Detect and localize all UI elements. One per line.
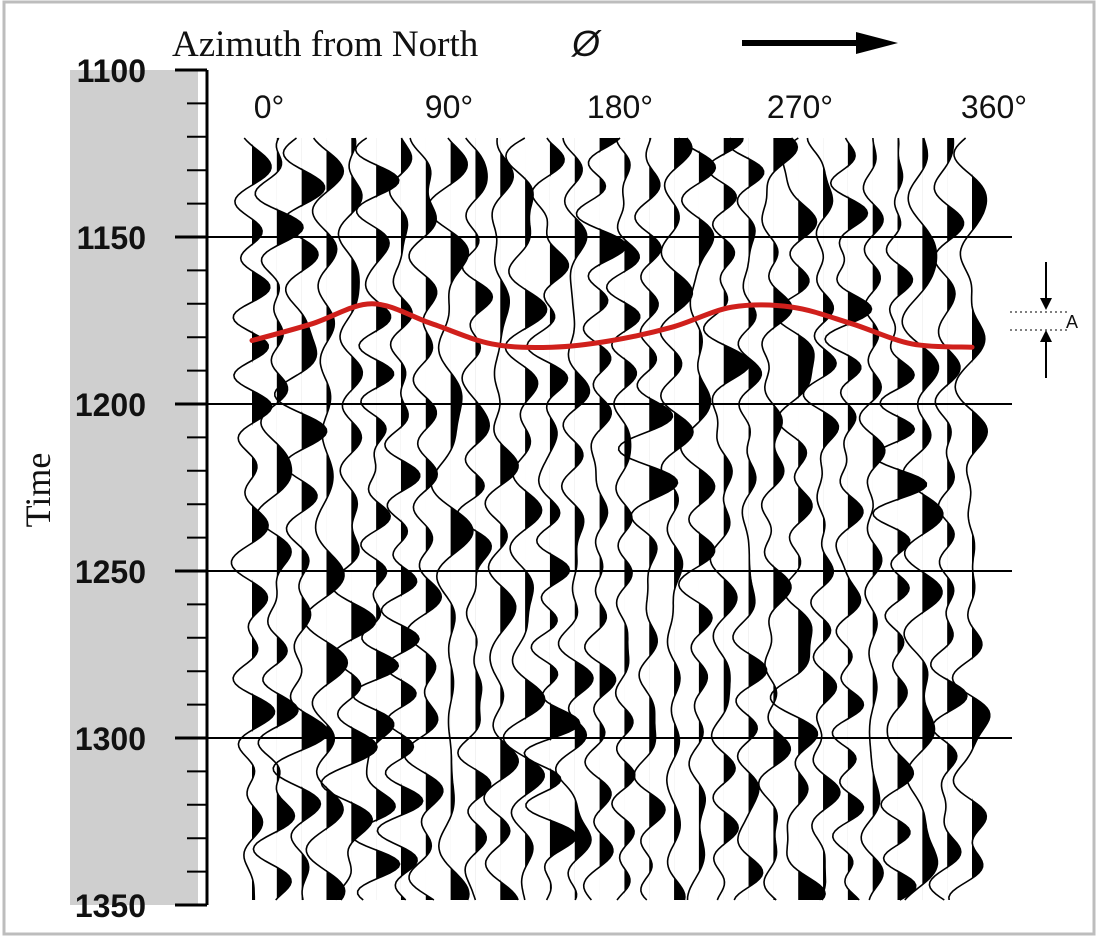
title-phi-symbol: Ø <box>571 23 602 64</box>
y-tick-label: 1100 <box>77 53 146 89</box>
seismic-trace <box>757 137 799 901</box>
seismic-trace <box>303 137 349 901</box>
seismic-trace <box>901 137 944 901</box>
time-gridlines <box>207 236 1012 739</box>
seismic-trace <box>928 137 968 901</box>
picked-horizon-line <box>249 301 975 350</box>
seismic-trace <box>948 137 991 901</box>
seismic-trace <box>502 137 548 901</box>
y-tick-label: 1150 <box>77 220 146 256</box>
x-tick-label: 270° <box>767 89 833 125</box>
seismic-trace <box>376 137 424 901</box>
y-axis-label: Time <box>18 453 58 528</box>
seismic-trace <box>727 137 768 901</box>
x-tick-label: 180° <box>587 89 653 125</box>
seismic-trace <box>702 137 751 901</box>
y-tick-label: 1300 <box>75 721 146 757</box>
seismic-trace <box>802 137 841 901</box>
time-shift-marker: A <box>1010 262 1078 378</box>
seismic-trace <box>617 137 679 901</box>
x-tick-label: 90° <box>425 89 473 125</box>
seismic-trace <box>426 137 474 901</box>
seismic-trace <box>659 137 694 901</box>
seismic-trace <box>272 137 329 901</box>
right-arrow-icon <box>742 32 898 54</box>
seismic-trace <box>403 137 444 901</box>
chart-title: Azimuth from North <box>172 24 479 65</box>
seismic-trace <box>230 137 276 900</box>
marker-label-a: A <box>1066 312 1078 332</box>
seismic-trace <box>252 137 304 901</box>
seismic-trace <box>554 137 594 901</box>
y-tick-label: 1200 <box>75 387 146 423</box>
y-tick-label: 1350 <box>75 888 146 924</box>
x-axis-labels: 0° 90° 180° 270° 360° <box>254 89 1027 125</box>
seismic-trace <box>824 137 873 901</box>
seismic-trace <box>351 137 401 901</box>
seismic-trace <box>858 137 886 901</box>
x-tick-label: 360° <box>961 89 1027 125</box>
seismic-trace <box>575 137 627 901</box>
seismic-trace <box>872 137 928 901</box>
x-tick-label: 0° <box>254 89 285 125</box>
y-tick-label: 1250 <box>75 554 146 590</box>
seismic-trace <box>320 137 378 901</box>
seismic-trace <box>456 137 494 901</box>
seismic-trace <box>769 137 826 901</box>
y-axis: 1100 1150 1200 1250 1300 1350 <box>75 53 209 924</box>
seismic-trace <box>677 137 717 901</box>
axis-band <box>70 70 198 905</box>
seismic-traces <box>230 137 991 901</box>
